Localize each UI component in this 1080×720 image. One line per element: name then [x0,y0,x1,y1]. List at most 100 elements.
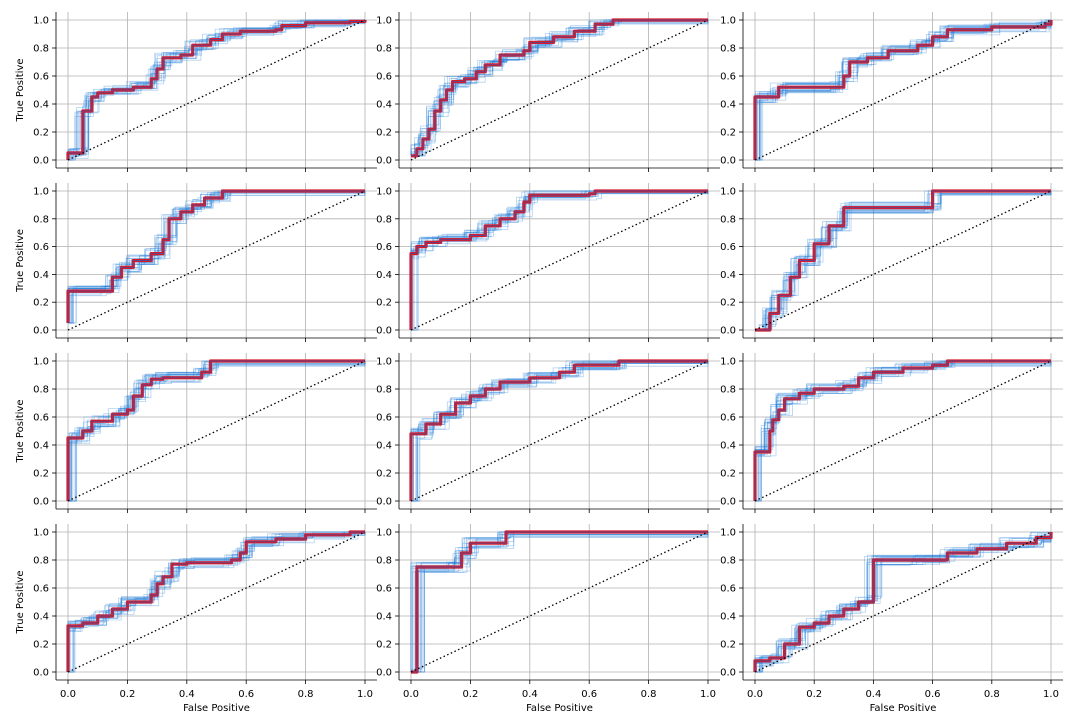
y-axis-label: True Positive [15,59,26,123]
y-tick-label: 0.6 [376,72,392,83]
bootstrap-curve [754,532,1052,672]
bootstrap-curve [68,20,366,161]
x-tick-label: 0.8 [641,689,657,700]
y-tick-label: 0.4 [720,100,736,111]
mean-roc-core [67,20,366,160]
y-tick-label: 0.2 [376,128,392,139]
bootstrap-curve [755,532,1052,673]
y-tick-label: 1.0 [376,357,392,368]
y-tick-label: 1.0 [720,187,736,198]
mean-roc-core [67,360,365,501]
y-tick-label: 0.2 [376,298,392,309]
y-tick-label: 0.6 [720,72,736,83]
y-tick-label: 0.2 [33,298,49,309]
bootstrap-curve [67,19,365,160]
bootstrap-curve [68,190,365,324]
y-tick-label: 0.6 [33,72,49,83]
panel-r1c3: 0.0 0.2 0.4 0.6 0.8 1.0 [720,12,1063,172]
y-tick-label: 0.4 [720,441,736,452]
bootstrap-curve [68,190,365,324]
y-tick-label: 0.0 [376,156,392,167]
x-tick-label: 0.0 [60,689,76,700]
bootstrap-curve [410,532,709,672]
chance-diagonal [67,531,366,673]
bootstrap-curve [67,531,365,672]
bootstrap-curve [68,191,366,324]
bootstrap-curve [68,360,365,502]
y-tick-label: 0.6 [720,413,736,424]
x-tick-label: 0.2 [806,689,822,700]
y-tick-label: 1.0 [720,528,736,539]
bootstrap-curve [68,20,366,161]
bootstrap-curve [755,20,1052,161]
y-axis-label: True Positive [15,400,26,464]
y-tick-label: 0.4 [720,612,736,623]
mean-roc-core [411,531,708,673]
bootstrap-curve [411,19,708,157]
y-tick-label: 1.0 [33,187,49,198]
mean-roc-core [410,360,708,501]
chance-diagonal [67,190,366,331]
mean-roc-core [754,532,1052,672]
bootstrap-curve [68,190,365,324]
bootstrap-curve [411,19,708,157]
bootstrap-curve [68,190,365,324]
y-tick-label: 0.6 [376,413,392,424]
y-tick-label: 0.8 [33,214,49,225]
bootstrap-curve [410,191,709,330]
y-tick-label: 1.0 [376,16,392,27]
bootstrap-curve [67,190,365,323]
bootstrap-curve [411,531,708,673]
y-tick-label: 0.6 [33,413,49,424]
panel-r3c2: 0.0 0.2 0.4 0.6 0.8 1.0 [376,353,720,513]
y-tick-label: 0.4 [33,441,49,452]
y-tick-label: 0.4 [376,100,392,111]
bootstrap-curve [755,19,1051,161]
bootstrap-curve [67,360,365,501]
bootstrap-curve [411,20,709,157]
y-tick-label: 0.4 [720,270,736,281]
bootstrap-curves [410,19,709,157]
y-tick-label: 0.2 [720,128,736,139]
bootstrap-curve [755,191,1052,331]
mean-roc-core [410,190,708,330]
bootstrap-curve [754,532,1052,672]
y-tick-label: 0.0 [376,668,392,679]
mean-roc-core [755,190,1051,331]
bootstrap-curve [755,360,1051,502]
bootstrap-curve [410,361,709,501]
x-axis-label: False Positive [183,703,250,714]
bootstrap-curve [67,190,365,323]
bootstrap-curve [68,190,365,324]
y-tick-label: 0.4 [33,100,49,111]
grid-lines [399,353,720,509]
x-tick-label: 0.8 [298,689,314,700]
chance-diagonal [754,19,1052,161]
bootstrap-curve [754,20,1052,160]
mean-roc-core [754,360,1051,501]
bootstrap-curve [410,360,708,501]
bootstrap-curve [754,360,1051,501]
grid-lines [743,12,1063,168]
bootstrap-curve [68,20,366,161]
y-tick-label: 0.0 [33,326,49,337]
bootstrap-curve [68,191,366,324]
bootstrap-curve [411,190,709,331]
x-tick-label: 0.6 [238,689,254,700]
y-tick-label: 0.0 [376,326,392,337]
grid-lines [399,12,720,168]
bootstrap-curve [68,191,366,324]
x-axis-label: False Positive [526,703,593,714]
bootstrap-curve [67,191,366,323]
bootstrap-curve [411,361,709,502]
bootstrap-curve [68,360,365,502]
y-tick-label: 1.0 [33,357,49,368]
bootstrap-curve [67,361,366,501]
x-axis-label: False Positive [870,703,937,714]
grid-lines [743,183,1063,338]
bootstrap-curve [755,360,1051,502]
y-tick-label: 0.2 [720,298,736,309]
y-tick-label: 0.2 [33,469,49,480]
bootstrap-curve [410,531,708,672]
